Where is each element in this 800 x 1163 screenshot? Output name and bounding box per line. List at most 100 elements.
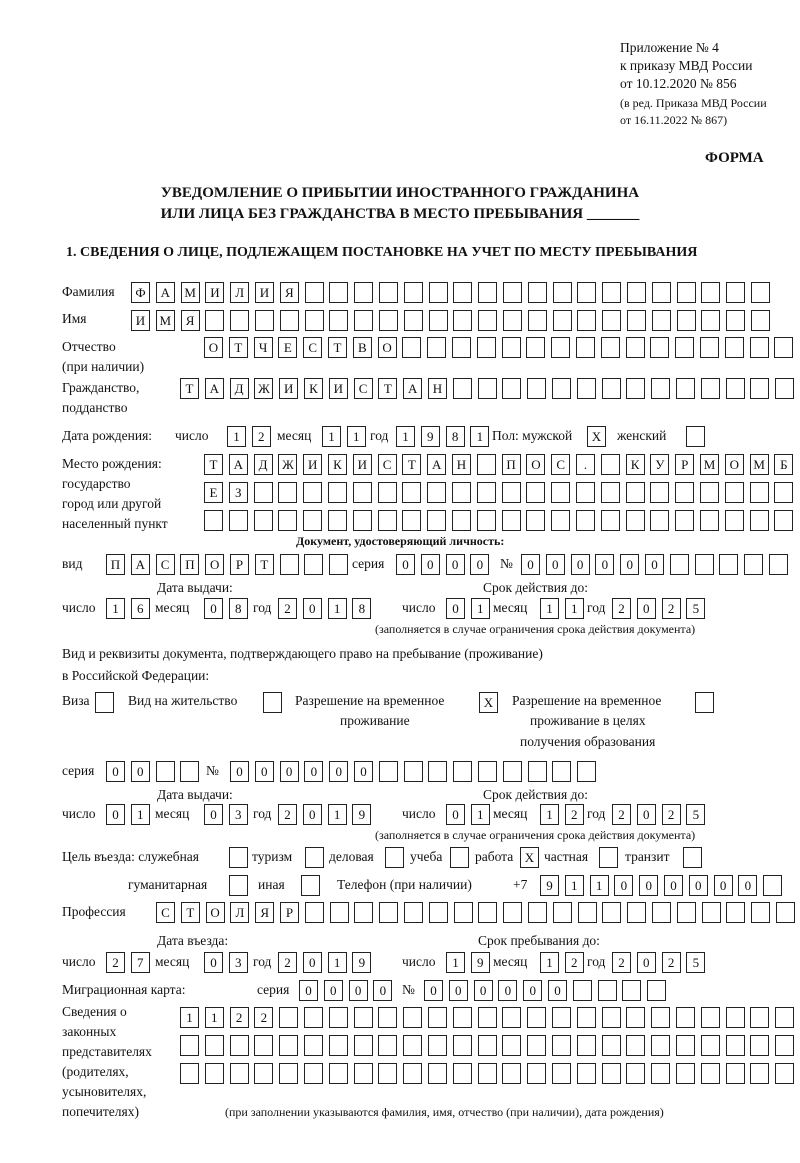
birthplace3-char-box[interactable] [724, 510, 744, 531]
birthplace1-char-box[interactable]: С [377, 454, 397, 475]
surname-char-box[interactable] [527, 282, 547, 303]
profession-char-box[interactable] [652, 902, 671, 923]
birthplace2-char-box[interactable] [328, 482, 347, 503]
citizenship-char-box[interactable] [527, 378, 547, 399]
reps3-char-box[interactable] [725, 1063, 745, 1084]
visa-char-box[interactable] [95, 692, 114, 713]
trp-char-box[interactable]: X [479, 692, 498, 713]
birthplace1-char-box[interactable]: И [352, 454, 372, 475]
reps1-char-box[interactable]: 1 [180, 1007, 199, 1028]
reps3-char-box[interactable] [403, 1063, 423, 1084]
entry-year-char-box[interactable]: 2 [278, 952, 297, 973]
surname-char-box[interactable]: Я [279, 282, 299, 303]
reps2-char-box[interactable] [601, 1035, 621, 1056]
citizenship-char-box[interactable]: Т [378, 378, 398, 399]
name-char-box[interactable] [527, 310, 547, 331]
birthplace2-char-box[interactable] [700, 482, 719, 503]
patronymic-char-box[interactable] [724, 337, 744, 358]
mc-number-char-box[interactable]: 0 [498, 980, 518, 1001]
reps2-char-box[interactable] [304, 1035, 323, 1056]
reps2-char-box[interactable] [750, 1035, 770, 1056]
reps2-char-box[interactable] [428, 1035, 447, 1056]
patronymic-char-box[interactable] [476, 337, 496, 358]
phone-char-box[interactable]: 0 [738, 875, 758, 896]
patronymic-char-box[interactable] [600, 337, 620, 358]
reps2-char-box[interactable] [626, 1035, 646, 1056]
birthplace1-char-box[interactable]: К [625, 454, 645, 475]
reps2-char-box[interactable] [279, 1035, 299, 1056]
name-char-box[interactable] [329, 310, 349, 331]
name-char-box[interactable] [627, 310, 646, 331]
entry-year-char-box[interactable]: 0 [302, 952, 322, 973]
entry-month-char-box[interactable]: 3 [228, 952, 248, 973]
surname-char-box[interactable] [329, 282, 349, 303]
right-valid-year-char-box[interactable]: 2 [661, 804, 681, 825]
patronymic-char-box[interactable] [625, 337, 645, 358]
surname-char-box[interactable] [726, 282, 746, 303]
p-work-char-box[interactable]: X [520, 847, 539, 868]
doc-issue-month-char-box[interactable]: 0 [204, 598, 223, 619]
surname-char-box[interactable]: М [180, 282, 200, 303]
right-number-char-box[interactable] [577, 761, 597, 782]
doc-number-char-box[interactable]: 0 [620, 554, 640, 575]
reps1-char-box[interactable] [452, 1007, 472, 1028]
surname-char-box[interactable] [602, 282, 622, 303]
patronymic-char-box[interactable] [501, 337, 521, 358]
birthplace3-char-box[interactable] [526, 510, 546, 531]
reps1-char-box[interactable] [651, 1007, 671, 1028]
birthplace3-char-box[interactable] [452, 510, 471, 531]
reps3-char-box[interactable] [204, 1063, 224, 1084]
birthplace3-char-box[interactable] [253, 510, 273, 531]
right-number-char-box[interactable] [403, 761, 423, 782]
right-valid-day-char-box[interactable]: 0 [446, 804, 465, 825]
birthplace1-char-box[interactable]: М [700, 454, 719, 475]
birth-year-char-box[interactable]: 9 [420, 426, 440, 447]
phone-char-box[interactable]: 0 [713, 875, 733, 896]
birthplace1-char-box[interactable]: Т [204, 454, 223, 475]
birthplace1-char-box[interactable]: О [526, 454, 546, 475]
name-char-box[interactable] [205, 310, 225, 331]
surname-char-box[interactable]: И [205, 282, 225, 303]
reps1-char-box[interactable] [676, 1007, 695, 1028]
right-number-char-box[interactable]: 0 [230, 761, 249, 782]
right-number-char-box[interactable]: 0 [354, 761, 373, 782]
reps1-char-box[interactable] [279, 1007, 299, 1028]
birthplace3-char-box[interactable] [328, 510, 347, 531]
doc-issue-year-char-box[interactable]: 1 [327, 598, 347, 619]
name-char-box[interactable] [676, 310, 696, 331]
stay-day-char-box[interactable]: 1 [446, 952, 465, 973]
birthplace2-char-box[interactable] [402, 482, 422, 503]
right-number-char-box[interactable] [478, 761, 497, 782]
patronymic-char-box[interactable] [452, 337, 471, 358]
reps2-char-box[interactable] [700, 1035, 720, 1056]
patronymic-char-box[interactable] [700, 337, 719, 358]
doc-number-char-box[interactable]: 0 [545, 554, 565, 575]
p-private-char-box[interactable] [599, 847, 618, 868]
birthplace1-char-box[interactable] [476, 454, 496, 475]
reps2-char-box[interactable] [775, 1035, 795, 1056]
reps3-char-box[interactable] [304, 1063, 323, 1084]
birthplace3-char-box[interactable] [625, 510, 645, 531]
citizenship-char-box[interactable] [700, 378, 720, 399]
p-tourism-char-box[interactable] [305, 847, 324, 868]
trpe-char-box[interactable] [695, 692, 714, 713]
reps3-char-box[interactable] [428, 1063, 447, 1084]
citizenship-char-box[interactable] [477, 378, 497, 399]
doc-kind-char-box[interactable]: С [155, 554, 175, 575]
patronymic-char-box[interactable]: С [303, 337, 323, 358]
doc-kind-char-box[interactable] [304, 554, 324, 575]
reps1-char-box[interactable]: 1 [204, 1007, 224, 1028]
reps1-char-box[interactable] [775, 1007, 795, 1028]
birthplace2-char-box[interactable] [600, 482, 620, 503]
stay-month-char-box[interactable]: 1 [540, 952, 559, 973]
reps3-char-box[interactable] [775, 1063, 795, 1084]
surname-char-box[interactable] [503, 282, 522, 303]
birthplace1-char-box[interactable]: Ж [278, 454, 298, 475]
reps1-char-box[interactable] [428, 1007, 447, 1028]
doc-issue-month-char-box[interactable]: 8 [228, 598, 248, 619]
reps3-char-box[interactable] [477, 1063, 497, 1084]
birthplace2-char-box[interactable]: Е [204, 482, 223, 503]
doc-valid-year-char-box[interactable]: 5 [686, 598, 706, 619]
birthplace3-char-box[interactable] [204, 510, 223, 531]
name-char-box[interactable]: М [155, 310, 175, 331]
